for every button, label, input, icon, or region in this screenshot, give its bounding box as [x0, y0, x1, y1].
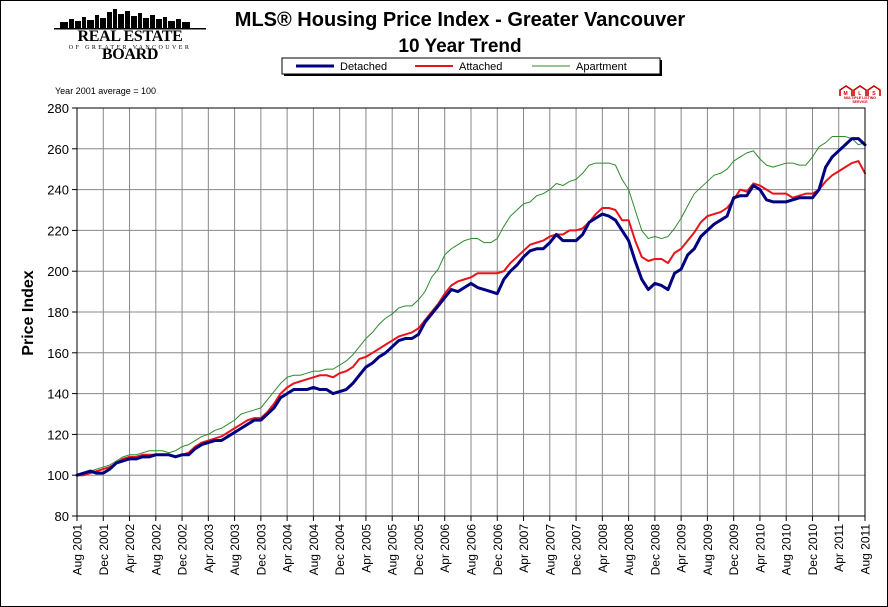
- chart-title: MLS® Housing Price Index - Greater Vanco…: [234, 9, 686, 31]
- series-line-apartment: [76, 136, 866, 476]
- x-tick-label: Apr 2009: [675, 524, 689, 573]
- grid-lines: [76, 107, 866, 517]
- series-lines: [75, 136, 867, 477]
- x-tick-label: Apr 2002: [123, 524, 137, 573]
- baseline-note: Year 2001 average = 100: [55, 86, 157, 96]
- x-tick-label: Aug 2001: [71, 524, 85, 576]
- x-tick-label: Apr 2005: [359, 524, 373, 573]
- x-tick-label: Apr 2007: [517, 524, 531, 573]
- x-tick-label: Dec 2006: [491, 524, 505, 576]
- x-tick-label: Dec 2003: [254, 524, 268, 576]
- x-tick-label: Apr 2008: [596, 524, 610, 573]
- x-tick-label: Apr 2010: [753, 524, 767, 573]
- x-tick-label: Aug 2011: [859, 524, 873, 575]
- legend-label-apartment: Apartment: [576, 61, 627, 73]
- x-tick-label: Dec 2008: [648, 524, 662, 576]
- x-tick-label: Aug 2009: [701, 524, 715, 576]
- y-axis-label: Price Index: [20, 270, 37, 355]
- y-tick-label: 100: [47, 468, 69, 483]
- x-tick-label: Dec 2002: [176, 524, 190, 576]
- legend-label-attached: Attached: [459, 61, 502, 73]
- skyline-icon: [54, 9, 206, 30]
- x-tick-label: Dec 2007: [570, 524, 584, 576]
- svg-text:M: M: [844, 91, 848, 97]
- legend-box: [281, 57, 661, 75]
- y-tick-label: 120: [47, 427, 69, 442]
- mls-house-icon: M L S: [839, 85, 881, 97]
- logo-subtitle: OF GREATER VANCOUVER: [68, 45, 192, 51]
- x-tick-label: Dec 2010: [806, 524, 820, 576]
- y-tick-label: 180: [47, 305, 69, 320]
- y-tick-label: 140: [47, 387, 69, 402]
- x-tick-label: Aug 2005: [386, 524, 400, 576]
- x-tick-label: Apr 2011: [832, 524, 846, 572]
- legend-label-detached: Detached: [340, 61, 387, 73]
- axes: [72, 107, 866, 521]
- x-tick-label: Aug 2006: [465, 524, 479, 576]
- x-tick-label: Aug 2004: [307, 524, 321, 576]
- y-tick-label: 240: [47, 183, 69, 198]
- y-tick-labels: 80 100 120 140 160 180 200 220 240 260 280: [47, 101, 69, 524]
- x-tick-label: Aug 2003: [228, 524, 242, 576]
- series-line-detached: [75, 137, 867, 477]
- logo-name: REAL ESTATE BOARD: [77, 28, 183, 63]
- x-tick-label: Apr 2003: [202, 524, 216, 573]
- x-tick-label: Dec 2001: [97, 524, 111, 576]
- svg-text:S: S: [872, 91, 876, 97]
- x-tick-label: Aug 2007: [543, 524, 557, 576]
- mls-logo: M L S MULTIPLE LISTING SERVICE: [836, 84, 884, 104]
- svg-text:L: L: [858, 91, 861, 97]
- y-tick-label: 260: [47, 142, 69, 157]
- y-tick-label: 220: [47, 223, 69, 238]
- rebgv-logo: REAL ESTATE BOARD OF GREATER VANCOUVER: [50, 8, 210, 63]
- x-tick-label: Apr 2006: [438, 524, 452, 573]
- x-tick-label: Aug 2008: [622, 524, 636, 576]
- y-tick-label: 200: [47, 264, 69, 279]
- x-tick-label: Apr 2004: [281, 524, 295, 573]
- x-tick-label: Dec 2009: [727, 524, 741, 576]
- x-tick-label: Dec 2005: [412, 524, 426, 576]
- legend: Detached Attached Apartment: [281, 57, 662, 76]
- x-tick-label: Aug 2010: [780, 524, 794, 576]
- chart-subtitle: 10 Year Trend: [398, 36, 522, 57]
- x-tick-label: Dec 2004: [333, 524, 347, 576]
- mls-logo-text: MULTIPLE LISTING SERVICE: [843, 96, 877, 104]
- x-tick-label: Aug 2002: [149, 524, 163, 576]
- x-tick-labels: Aug 2001 Dec 2001 Apr 2002 Aug 2002 Dec 2002…: [71, 524, 873, 576]
- y-tick-label: 280: [47, 101, 69, 116]
- y-tick-label: 80: [55, 509, 69, 524]
- y-tick-label: 160: [47, 346, 69, 361]
- plot-area-border: [76, 107, 866, 517]
